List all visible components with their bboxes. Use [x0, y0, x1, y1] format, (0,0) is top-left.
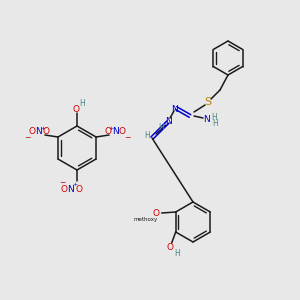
Text: N: N — [204, 116, 210, 124]
Text: −: − — [24, 134, 30, 142]
Text: O: O — [118, 128, 126, 136]
Text: O: O — [61, 184, 68, 194]
Text: −: − — [59, 178, 65, 188]
Text: O: O — [76, 184, 82, 194]
Text: O: O — [152, 209, 159, 218]
Text: N: N — [68, 184, 74, 194]
Text: O: O — [73, 104, 80, 113]
Text: N: N — [171, 104, 177, 113]
Text: N: N — [112, 128, 118, 136]
Text: S: S — [204, 97, 211, 107]
Text: H: H — [158, 122, 164, 131]
Text: +: + — [40, 125, 46, 130]
Text: O: O — [105, 128, 112, 136]
Text: H: H — [211, 112, 217, 122]
Text: H: H — [212, 119, 218, 128]
Text: methoxy: methoxy — [134, 217, 158, 221]
Text: H: H — [174, 250, 180, 259]
Text: O: O — [166, 244, 173, 253]
Text: O: O — [28, 128, 35, 136]
Text: N: N — [36, 128, 42, 136]
Text: +: + — [72, 182, 78, 188]
Text: +: + — [108, 125, 114, 130]
Text: H: H — [144, 131, 150, 140]
Text: O: O — [42, 128, 50, 136]
Text: N: N — [165, 118, 171, 127]
Text: −: − — [124, 134, 130, 142]
Text: H: H — [79, 100, 85, 109]
